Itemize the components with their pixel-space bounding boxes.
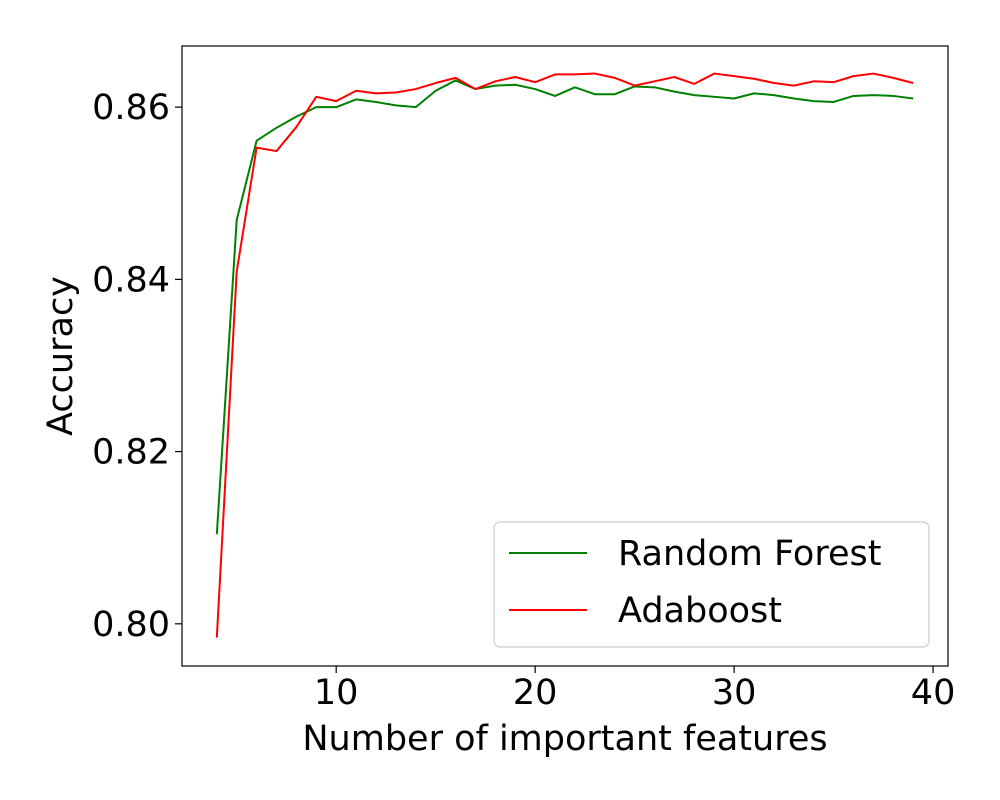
plot-area-frame — [181, 45, 949, 667]
y-tick-label: 0.80 — [92, 605, 170, 645]
x-axis-ticks: 10 20 30 40 — [314, 666, 955, 713]
legend-box — [493, 521, 930, 648]
x-tick-label: 20 — [513, 673, 558, 713]
legend-label-adaboost: Adaboost — [618, 591, 782, 631]
y-tick-label: 0.84 — [92, 260, 170, 300]
x-tick-label: 30 — [712, 673, 757, 713]
y-axis-label: Accuracy — [41, 276, 81, 436]
legend: Random Forest Adaboost — [493, 521, 930, 648]
y-tick-label: 0.82 — [92, 433, 170, 473]
y-axis-ticks: 0.80 0.82 0.84 0.86 — [92, 88, 182, 645]
y-tick-label: 0.86 — [92, 88, 170, 128]
x-tick-label: 40 — [911, 673, 956, 713]
series-line-random-forest — [215, 79, 914, 535]
plot-lines — [215, 72, 914, 638]
x-axis-label: Number of important features — [302, 719, 827, 759]
legend-label-random-forest: Random Forest — [618, 534, 881, 574]
series-line-adaboost — [215, 72, 914, 638]
x-tick-label: 10 — [314, 673, 359, 713]
